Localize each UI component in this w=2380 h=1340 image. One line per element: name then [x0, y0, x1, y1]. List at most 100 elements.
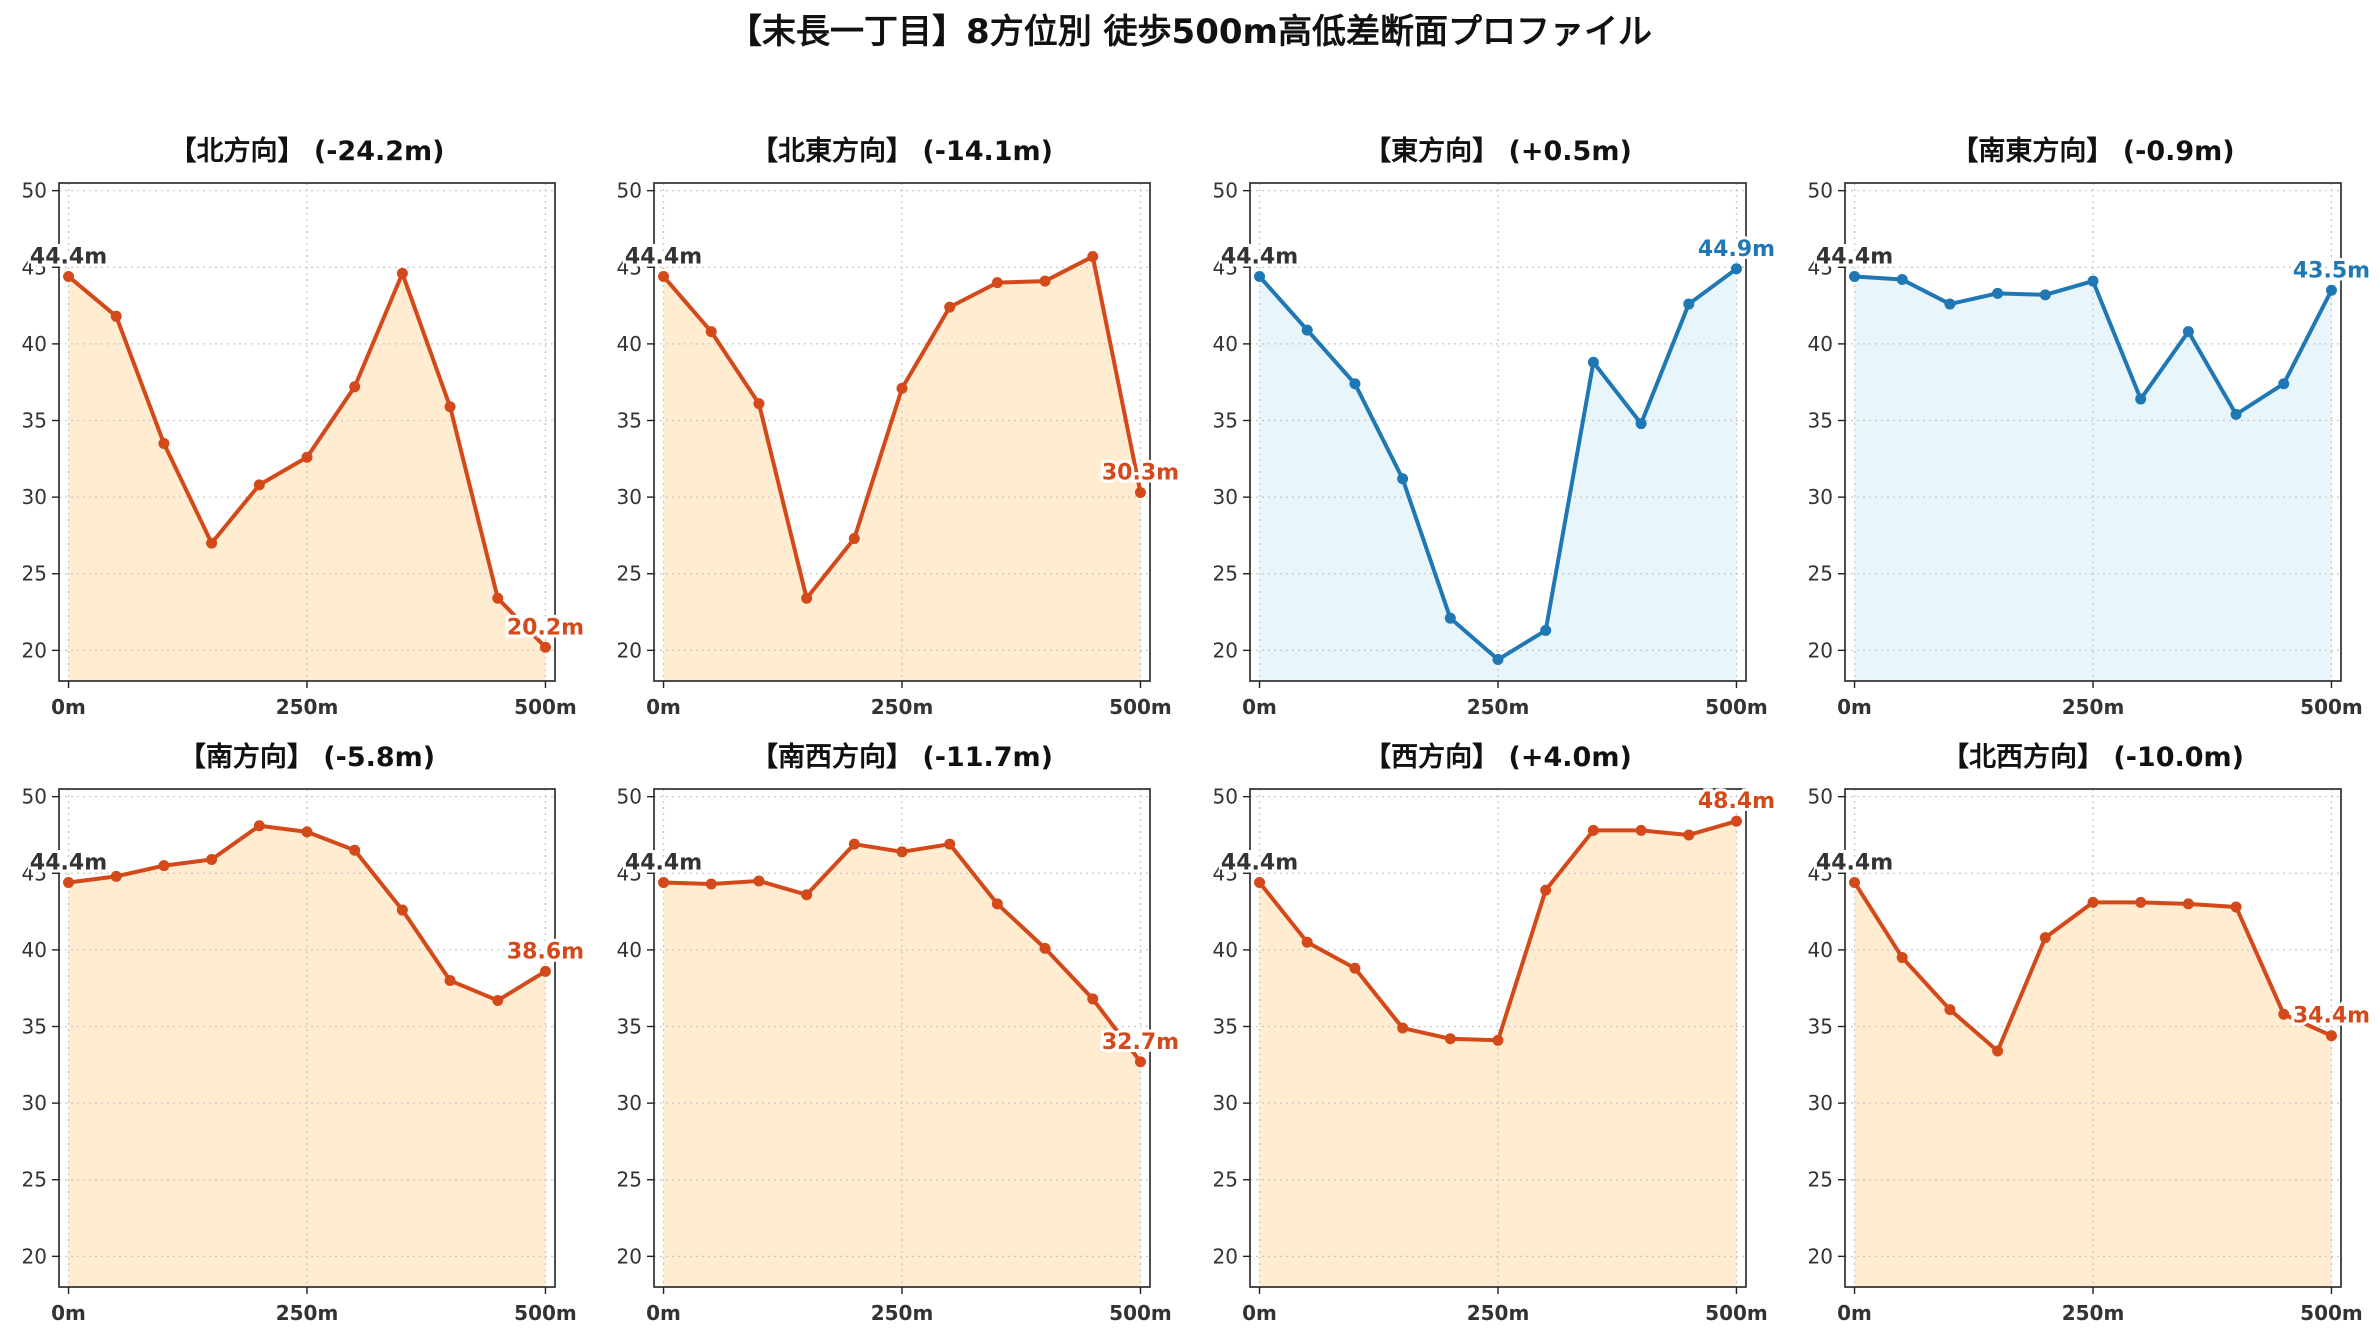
data-point: [349, 381, 361, 393]
x-tick-label: 0m: [51, 695, 86, 719]
panel-title: 【北方向】 (-24.2m): [169, 135, 444, 167]
data-point: [753, 875, 765, 887]
y-tick-label: 35: [617, 1015, 642, 1039]
x-tick-label: 0m: [1242, 1301, 1277, 1325]
y-tick-label: 25: [617, 1168, 642, 1192]
data-point: [1540, 884, 1552, 896]
y-tick-label: 40: [22, 938, 47, 962]
data-point: [1039, 942, 1051, 954]
data-point: [1730, 815, 1742, 827]
y-tick-label: 35: [617, 409, 642, 433]
y-tick-label: 25: [22, 1168, 47, 1192]
panel-title: 【北西方向】 (-10.0m): [1942, 741, 2244, 773]
panel-title: 【南西方向】 (-11.7m): [751, 741, 1053, 773]
x-tick-label: 0m: [646, 695, 681, 719]
y-tick-label: 45: [22, 861, 47, 885]
y-tick-label: 40: [617, 332, 642, 356]
data-point: [2230, 408, 2242, 420]
panel-title: 【西方向】 (+4.0m): [1364, 741, 1632, 773]
area-fill: [68, 825, 546, 1287]
data-point: [396, 267, 408, 279]
data-point: [991, 277, 1003, 289]
data-point: [2087, 896, 2099, 908]
data-point: [1039, 275, 1051, 287]
x-tick-label: 250m: [2062, 695, 2125, 719]
end-elevation-label: 44.9m: [1698, 237, 1775, 262]
data-point: [206, 853, 218, 865]
y-tick-label: 30: [22, 485, 47, 509]
data-point: [1849, 876, 1861, 888]
data-point: [801, 592, 813, 604]
data-point: [2135, 896, 2147, 908]
start-elevation-label: 44.4m: [30, 244, 107, 269]
data-point: [2135, 393, 2147, 405]
x-tick-label: 0m: [51, 1301, 86, 1325]
data-point: [2182, 898, 2194, 910]
data-point: [444, 975, 456, 987]
data-point: [1397, 1022, 1409, 1034]
data-point: [705, 326, 717, 338]
data-point: [896, 846, 908, 858]
data-point: [539, 641, 551, 653]
x-tick-label: 0m: [646, 1301, 681, 1325]
data-point: [1944, 1004, 1956, 1016]
y-tick-label: 20: [1213, 1244, 1238, 1268]
data-point: [253, 820, 265, 832]
y-tick-label: 20: [22, 1244, 47, 1268]
x-tick-label: 0m: [1837, 695, 1872, 719]
y-tick-label: 30: [1213, 1091, 1238, 1115]
y-tick-label: 25: [22, 562, 47, 586]
data-point: [848, 838, 860, 850]
y-tick-label: 50: [22, 785, 47, 809]
y-tick-label: 45: [1213, 861, 1238, 885]
data-point: [658, 270, 670, 282]
figure-title: 【末長一丁目】8方位別 徒歩500m高低差断面プロファイル: [728, 12, 1652, 52]
y-tick-label: 35: [22, 409, 47, 433]
y-tick-label: 25: [1213, 1168, 1238, 1192]
y-tick-label: 50: [1808, 785, 1833, 809]
data-point: [158, 437, 170, 449]
data-point: [2278, 378, 2290, 390]
data-point: [2325, 1030, 2337, 1042]
data-point: [2278, 1008, 2290, 1020]
y-tick-label: 50: [22, 179, 47, 203]
end-elevation-label: 20.2m: [507, 615, 584, 640]
data-point: [944, 838, 956, 850]
data-point: [301, 826, 313, 838]
y-tick-label: 35: [1213, 409, 1238, 433]
y-tick-label: 45: [1808, 861, 1833, 885]
data-point: [2325, 284, 2337, 296]
y-tick-label: 30: [1808, 1091, 1833, 1115]
y-tick-label: 20: [617, 638, 642, 662]
data-point: [1444, 612, 1456, 624]
data-point: [705, 878, 717, 890]
data-point: [2087, 275, 2099, 287]
x-tick-label: 500m: [1109, 1301, 1172, 1325]
data-point: [1730, 263, 1742, 275]
data-point: [1587, 824, 1599, 836]
y-tick-label: 50: [1213, 785, 1238, 809]
end-elevation-label: 43.5m: [2293, 258, 2370, 283]
data-point: [396, 904, 408, 916]
data-point: [1134, 487, 1146, 499]
y-tick-label: 50: [1808, 179, 1833, 203]
data-point: [63, 876, 75, 888]
data-point: [1397, 473, 1409, 485]
data-point: [539, 965, 551, 977]
end-elevation-label: 34.4m: [2293, 1004, 2370, 1029]
data-point: [1254, 876, 1266, 888]
data-point: [253, 479, 265, 491]
data-point: [1087, 251, 1099, 263]
x-tick-label: 250m: [2062, 1301, 2125, 1325]
x-tick-label: 500m: [514, 695, 577, 719]
end-elevation-label: 32.7m: [1102, 1030, 1179, 1055]
y-tick-label: 40: [22, 332, 47, 356]
y-tick-label: 40: [1808, 332, 1833, 356]
data-point: [1992, 1045, 2004, 1057]
data-point: [1301, 936, 1313, 948]
y-tick-label: 40: [1213, 938, 1238, 962]
data-point: [110, 870, 122, 882]
